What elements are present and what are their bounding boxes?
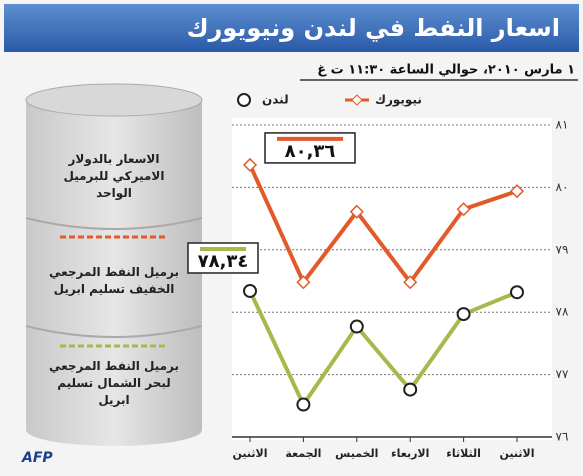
chart-title: اسعار النفط في لندن ونيويورك [187, 14, 560, 42]
x-tick-label: الخميس [335, 447, 378, 460]
subtitle: ١ مارس ٢٠١٠، حوالي الساعة ١١:٣٠ ت غ [317, 63, 575, 78]
value-label: ٨٠,٣٦ [285, 141, 336, 162]
chart: اسعار النفط في لندن ونيويورك ١ مارس ٢٠١٠… [0, 0, 583, 476]
y-tick-label: ٨٠ [556, 180, 569, 194]
value-label: ٧٨,٣٤ [198, 251, 249, 272]
circle-marker [458, 308, 470, 320]
x-tick-label: الاربعاء [391, 447, 429, 460]
source-logo: AFP [21, 450, 53, 466]
x-tick-label: الجمعة [285, 447, 321, 460]
y-tick-label: ٧٩ [556, 242, 569, 256]
legend-label: نيويورك [375, 93, 422, 108]
circle-marker [404, 384, 416, 396]
legend-marker [238, 94, 250, 106]
y-tick-label: ٨١ [556, 118, 569, 132]
legend-label: لندن [262, 93, 289, 107]
x-tick-label: الاثنين [500, 447, 535, 460]
circle-marker [351, 321, 363, 333]
plot-area [232, 118, 552, 440]
y-tick-label: ٧٧ [556, 367, 569, 381]
circle-marker [297, 399, 309, 411]
x-tick-label: الثلاثاء [446, 447, 481, 460]
y-tick-label: ٧٦ [556, 430, 569, 444]
x-tick-label: الاثنين [233, 447, 268, 460]
circle-marker [244, 285, 256, 297]
circle-marker [511, 286, 523, 298]
y-tick-label: ٧٨ [556, 305, 569, 319]
